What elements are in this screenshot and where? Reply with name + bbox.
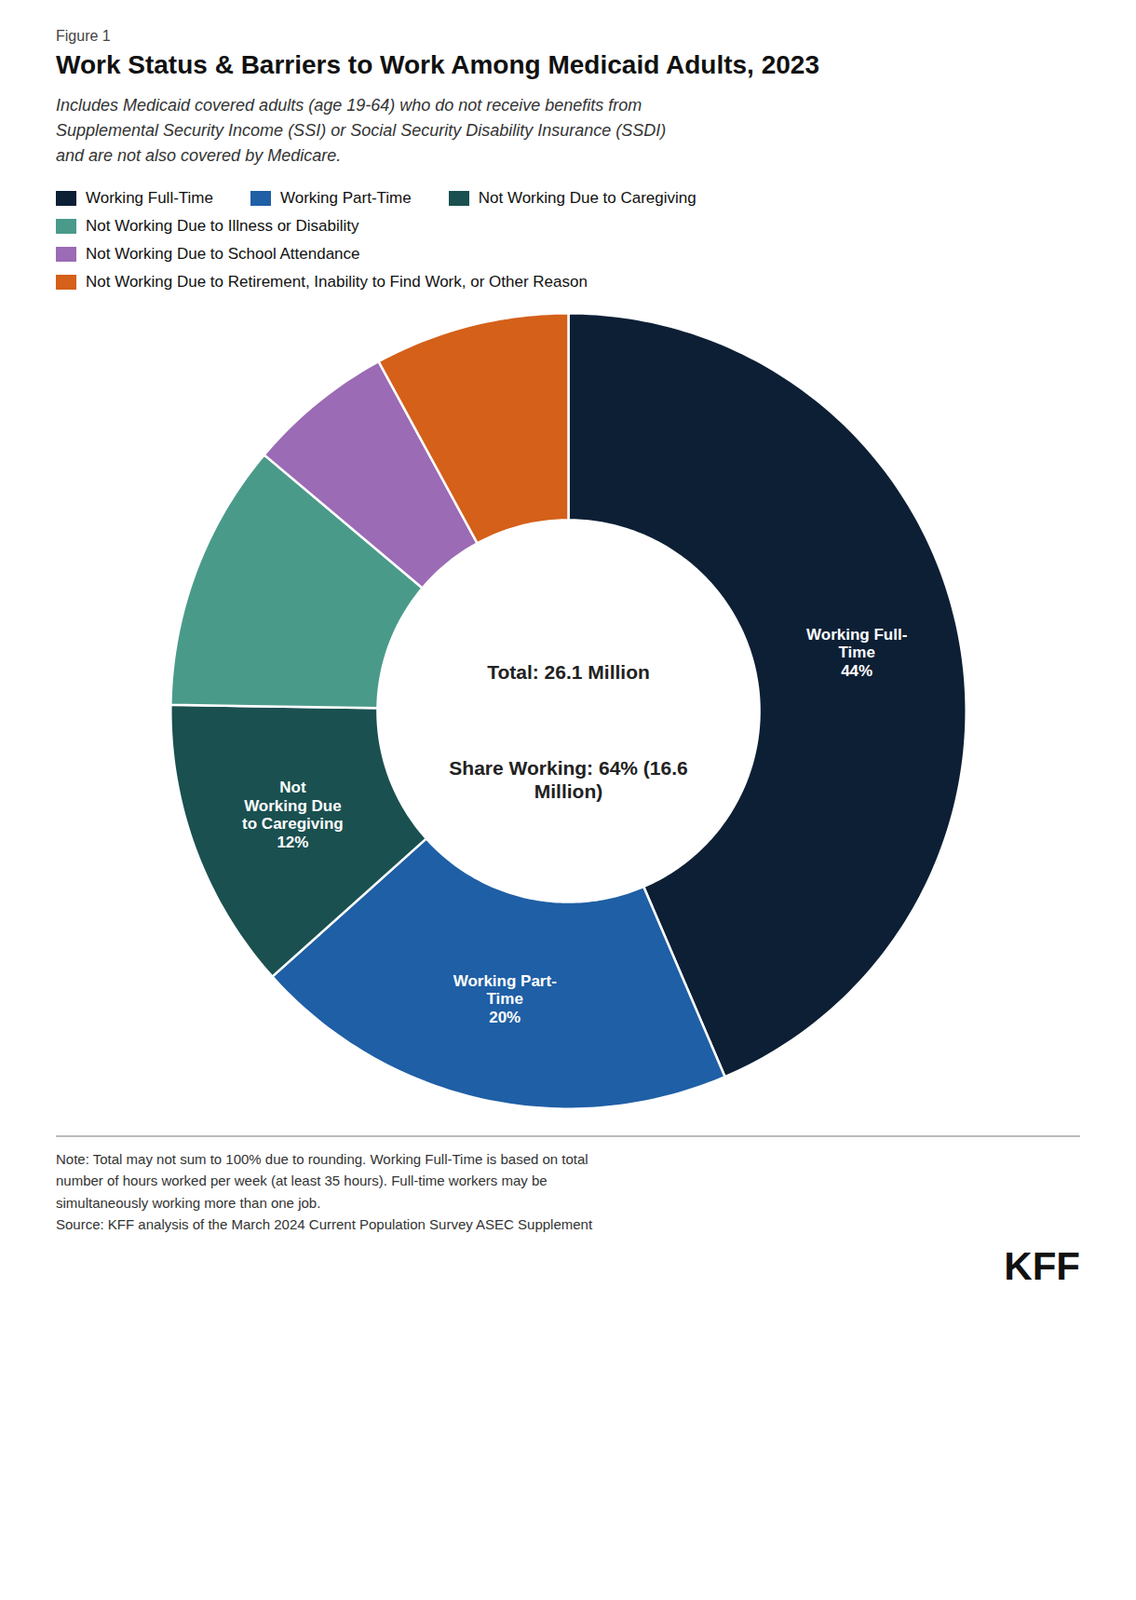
svg-text:Working Part-Time20%: Working Part-Time20% bbox=[453, 972, 557, 1027]
html-text:Working Full-Time: Working Full-Time bbox=[85, 189, 214, 207]
html-text:Figure 1: Figure 1 bbox=[55, 27, 111, 44]
svg-text:Working Full-Time44%: Working Full-Time44% bbox=[806, 625, 907, 680]
svg-text:Total: 26.1 Million: Total: 26.1 Million bbox=[486, 661, 650, 683]
html-text:Not Working Due to Retirement,: Not Working Due to Retirement, Inability… bbox=[85, 272, 588, 291]
html-text:Work Status & Barriers to Work: Work Status & Barriers to Work Among Med… bbox=[55, 50, 820, 80]
html-text:Not Working Due to School Atte: Not Working Due to School Attendance bbox=[85, 244, 360, 263]
html-text:Working Part-Time: Working Part-Time bbox=[280, 189, 412, 207]
html-text:Source: KFF analysis of the Ma: Source: KFF analysis of the March 2024 C… bbox=[55, 1215, 593, 1232]
html-text:KFF: KFF bbox=[1004, 1244, 1081, 1288]
html-text:Includes Medicaid covered adul: Includes Medicaid covered adults (age 19… bbox=[55, 95, 667, 165]
html-text:simultaneously working more th: simultaneously working more than one job… bbox=[55, 1194, 321, 1211]
html-text:Not Working Due to Illness or: Not Working Due to Illness or Disability bbox=[85, 216, 359, 235]
html-text:Note: Total may not sum to 100: Note: Total may not sum to 100% due to r… bbox=[55, 1150, 589, 1167]
svg-text:NotWorking Dueto Caregiving12%: NotWorking Dueto Caregiving12% bbox=[242, 778, 344, 852]
svg-text:Share Working: 64% (16.6Millio: Share Working: 64% (16.6Million) bbox=[448, 757, 688, 802]
html-text:Not Working Due to Caregiving: Not Working Due to Caregiving bbox=[478, 189, 697, 207]
html-text:number of hours worked per wee: number of hours worked per week (at leas… bbox=[55, 1172, 548, 1189]
